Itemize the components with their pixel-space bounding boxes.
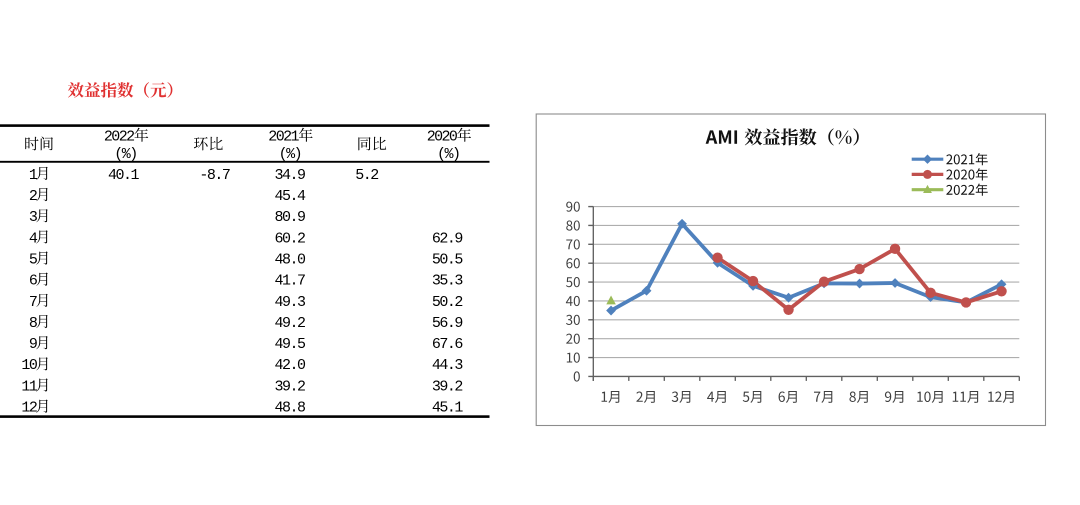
svg-text:44.3: 44.3 (432, 357, 464, 374)
svg-text:50.2: 50.2 (432, 294, 464, 311)
svg-text:1: 1 (29, 167, 38, 184)
svg-text:49.2: 49.2 (275, 315, 307, 332)
svg-text:41.7: 41.7 (275, 273, 307, 290)
svg-text:49.5: 49.5 (275, 336, 307, 353)
svg-text:39.2: 39.2 (432, 378, 464, 395)
svg-text:48.8: 48.8 (275, 400, 307, 417)
svg-text:5: 5 (29, 251, 38, 268)
svg-text:60.2: 60.2 (275, 230, 307, 247)
svg-text:8: 8 (29, 315, 38, 332)
svg-text:(%): (%) (114, 146, 138, 163)
svg-text:3: 3 (29, 209, 38, 226)
svg-text:49.3: 49.3 (275, 294, 307, 311)
svg-text:80.9: 80.9 (275, 209, 307, 226)
svg-text:56.9: 56.9 (432, 315, 464, 332)
svg-text:42.0: 42.0 (275, 357, 307, 374)
svg-text:40.1: 40.1 (108, 167, 140, 184)
svg-text:7: 7 (29, 294, 38, 311)
svg-text:5.2: 5.2 (355, 167, 379, 184)
svg-text:67.6: 67.6 (432, 336, 464, 353)
svg-text:2020: 2020 (427, 129, 458, 146)
svg-text:-8.7: -8.7 (199, 167, 231, 184)
svg-text:(%): (%) (279, 146, 303, 163)
svg-text:45.4: 45.4 (275, 188, 307, 205)
svg-text:11: 11 (21, 378, 38, 395)
svg-text:9: 9 (29, 336, 38, 353)
svg-text:62.9: 62.9 (432, 230, 464, 247)
svg-text:2021: 2021 (268, 129, 299, 146)
svg-text:2: 2 (29, 188, 38, 205)
svg-text:45.1: 45.1 (432, 400, 464, 417)
svg-text:6: 6 (29, 273, 38, 290)
svg-text:(%): (%) (437, 146, 461, 163)
svg-text:50.5: 50.5 (432, 251, 464, 268)
svg-text:35.3: 35.3 (432, 273, 464, 290)
svg-text:2022: 2022 (104, 129, 135, 146)
svg-text:34.9: 34.9 (275, 167, 307, 184)
svg-text:39.2: 39.2 (275, 378, 307, 395)
svg-text:12: 12 (21, 400, 38, 417)
svg-text:4: 4 (29, 230, 38, 247)
svg-text:10: 10 (21, 357, 38, 374)
svg-text:48.0: 48.0 (275, 251, 307, 268)
